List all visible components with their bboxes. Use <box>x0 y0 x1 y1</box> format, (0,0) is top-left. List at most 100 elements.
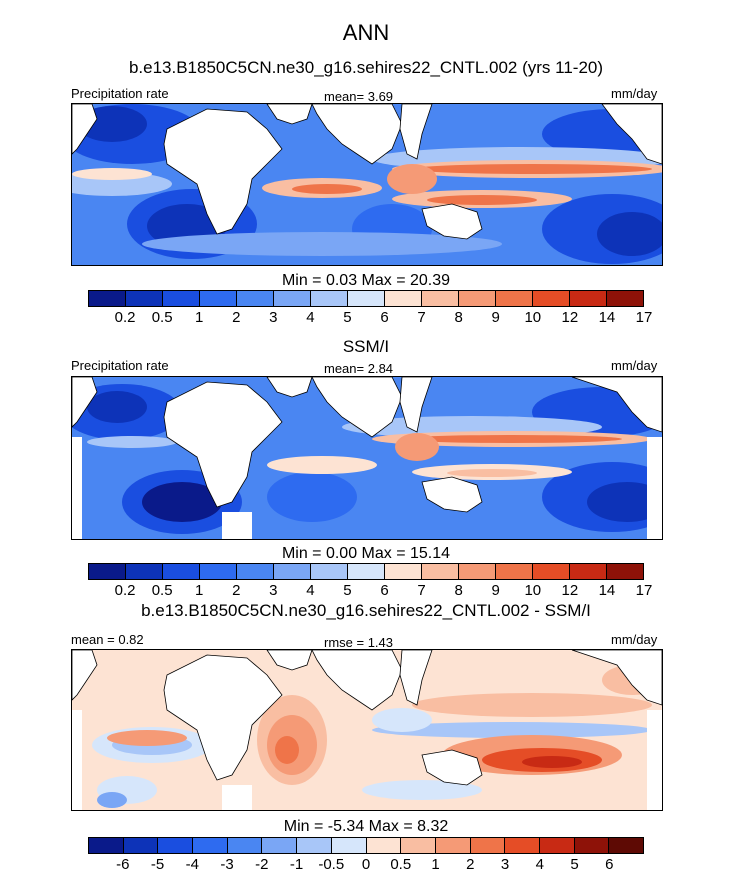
colorbar-box <box>126 291 163 306</box>
colorbar-box <box>158 838 194 853</box>
colorbar-box <box>533 291 570 306</box>
colorbar-tick-label: 4 <box>535 856 544 873</box>
colorbar-tick-label: 0.5 <box>390 856 412 873</box>
panel3-center-label: rmse = 1.43 <box>324 635 394 650</box>
main-title: ANN <box>342 20 390 45</box>
colorbar-box <box>505 838 540 853</box>
colorbar-box <box>607 291 643 306</box>
colorbar-tick-label: 0.5 <box>151 582 173 599</box>
colorbar-tick-label: 5 <box>343 309 352 326</box>
colorbar-box <box>435 838 471 853</box>
colorbar-tick-label: 12 <box>561 582 579 599</box>
colorbar-tick-label: 3 <box>269 309 278 326</box>
colorbar-tick-label: 2 <box>232 309 241 326</box>
colorbar-box <box>274 291 311 306</box>
colorbar-tick-label: 10 <box>524 582 542 599</box>
colorbar-box <box>297 838 332 853</box>
colorbar-tick-label: 0 <box>361 856 371 873</box>
panel1-stats: Min = 0.03 Max = 20.39 <box>281 272 451 289</box>
panel1-colorbar <box>88 290 644 307</box>
colorbar-box <box>311 564 348 579</box>
panel1-right-label: mm/day <box>611 86 658 101</box>
colorbar-tick-label: 9 <box>491 582 500 599</box>
panel3-colorbar <box>88 837 644 854</box>
colorbar-tick-label: 14 <box>598 582 616 599</box>
colorbar-box <box>422 291 459 306</box>
panel2-left-label: Precipitation rate <box>71 358 169 373</box>
colorbar-tick-label: 1 <box>195 582 204 599</box>
colorbar-box <box>123 838 159 853</box>
panel2-right-label: mm/day <box>611 358 658 373</box>
colorbar-box <box>609 838 643 853</box>
panel1-center-label: mean= 3.69 <box>324 89 394 104</box>
colorbar-box <box>311 291 348 306</box>
colorbar-tick-label: 4 <box>306 309 315 326</box>
colorbar-tick-label: 0.2 <box>114 582 136 599</box>
colorbar-tick-label: 7 <box>417 309 426 326</box>
colorbar-tick-label: -0.5 <box>318 856 345 873</box>
colorbar-box <box>331 838 367 853</box>
colorbar-box <box>574 838 610 853</box>
colorbar-box <box>237 291 274 306</box>
colorbar-box <box>470 838 506 853</box>
colorbar-box <box>227 838 263 853</box>
colorbar-box <box>385 564 422 579</box>
colorbar-tick-label: 6 <box>605 856 614 873</box>
colorbar-tick-label: 3 <box>500 856 510 873</box>
colorbar-tick-label: 0.2 <box>114 309 136 326</box>
colorbar-tick-label: 7 <box>417 582 426 599</box>
colorbar-box <box>126 564 163 579</box>
colorbar-box <box>163 564 200 579</box>
panel3-stats: Min = -5.34 Max = 8.32 <box>283 818 449 835</box>
colorbar-box <box>570 564 607 579</box>
colorbar-box <box>274 564 311 579</box>
colorbar-tick-label: 0.5 <box>151 309 173 326</box>
panel2-map <box>71 376 663 540</box>
panel2-subtitle: SSM/I <box>342 337 390 356</box>
panel1-subtitle: b.e13.B1850C5CN.ne30_g16.sehires22_CNTL.… <box>128 58 604 77</box>
colorbar-tick-label: 8 <box>454 309 463 326</box>
panel2-stats: Min = 0.00 Max = 15.14 <box>281 545 451 562</box>
colorbar-box <box>163 291 200 306</box>
panel1-left-label: Precipitation rate <box>71 86 169 101</box>
colorbar-tick-label: 17 <box>635 582 653 599</box>
colorbar-tick-label: 5 <box>343 582 352 599</box>
colorbar-box <box>89 838 124 853</box>
colorbar-tick-label: -6 <box>116 856 130 873</box>
colorbar-box <box>89 564 126 579</box>
colorbar-tick-label: 1 <box>195 309 204 326</box>
colorbar-box <box>496 564 533 579</box>
colorbar-tick-label: 12 <box>561 309 579 326</box>
colorbar-box <box>237 564 274 579</box>
colorbar-box <box>401 838 436 853</box>
colorbar-tick-label: 6 <box>380 309 389 326</box>
colorbar-box <box>607 564 643 579</box>
panel3-map <box>71 649 663 811</box>
colorbar-tick-label: 5 <box>570 856 579 873</box>
colorbar-tick-label: 1 <box>431 856 440 873</box>
colorbar-box <box>459 291 496 306</box>
colorbar-box <box>539 838 575 853</box>
panel1-map <box>71 103 663 266</box>
colorbar-tick-label: -4 <box>185 856 199 873</box>
panel2-colorbar <box>88 563 644 580</box>
colorbar-tick-label: -3 <box>220 856 234 873</box>
colorbar-tick-label: 9 <box>491 309 500 326</box>
colorbar-tick-label: 2 <box>466 856 475 873</box>
colorbar-tick-label: 14 <box>598 309 616 326</box>
colorbar-box <box>533 564 570 579</box>
colorbar-box <box>262 838 298 853</box>
colorbar-box <box>366 838 402 853</box>
colorbar-tick-label: 2 <box>232 582 241 599</box>
colorbar-tick-label: -2 <box>255 856 269 873</box>
panel3-left-label: mean = 0.82 <box>71 632 144 647</box>
panel3-right-label: mm/day <box>611 632 658 647</box>
colorbar-tick-label: 3 <box>269 582 278 599</box>
colorbar-box <box>385 291 422 306</box>
panel3-subtitle: b.e13.B1850C5CN.ne30_g16.sehires22_CNTL.… <box>141 601 591 620</box>
colorbar-box <box>422 564 459 579</box>
panel2-center-label: mean= 2.84 <box>324 361 394 376</box>
colorbar-tick-label: 10 <box>524 309 542 326</box>
colorbar-tick-label: -1 <box>289 856 304 873</box>
colorbar-box <box>200 291 237 306</box>
